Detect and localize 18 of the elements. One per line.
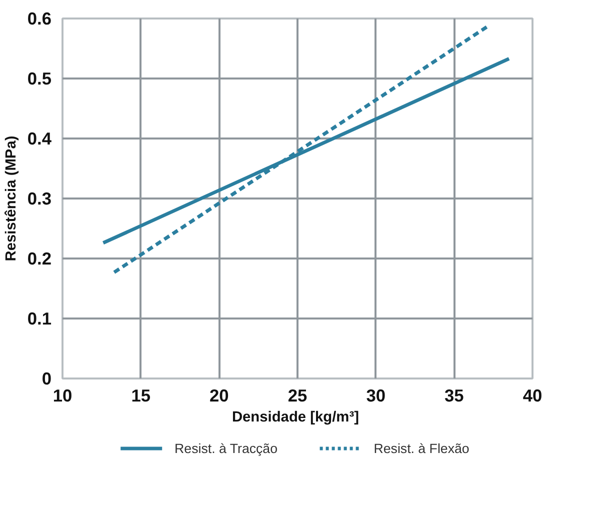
x-tick-label: 20 [210, 386, 229, 406]
x-tick-label: 30 [366, 386, 386, 406]
y-tick-label: 0.3 [27, 188, 52, 208]
legend-label: Resist. à Tracção [174, 441, 278, 456]
legend-label: Resist. à Flexão [374, 441, 470, 456]
x-tick-label: 40 [522, 386, 542, 406]
y-tick-label: 0.4 [27, 128, 52, 148]
y-tick-label: 0 [42, 368, 52, 388]
y-tick-label: 0.1 [27, 308, 52, 328]
x-tick-label: 35 [444, 386, 464, 406]
y-tick-label: 0.6 [27, 8, 52, 28]
y-tick-label: 0.5 [27, 68, 52, 88]
x-tick-label: 25 [288, 386, 308, 406]
x-axis-title: Densidade [kg/m³] [232, 410, 360, 426]
x-tick-label: 15 [131, 386, 151, 406]
y-axis-title: Resistência (MPa) [3, 136, 20, 262]
x-tick-label: 10 [52, 386, 72, 406]
y-tick-label: 0.2 [27, 248, 52, 268]
